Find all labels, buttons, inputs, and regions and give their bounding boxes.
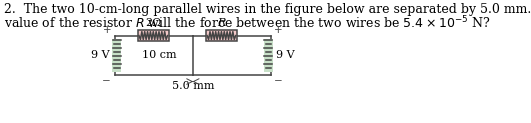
Text: +: + — [102, 25, 111, 35]
Text: 10 cm: 10 cm — [142, 50, 176, 60]
FancyBboxPatch shape — [113, 38, 122, 72]
Text: 2.  The two 10-cm-long parallel wires in the figure below are separated by 5.0 m: 2. The two 10-cm-long parallel wires in … — [4, 3, 531, 16]
Text: −: − — [102, 76, 111, 86]
FancyBboxPatch shape — [138, 30, 169, 41]
Text: 2Ω: 2Ω — [145, 18, 161, 28]
Text: value of the resistor $R$ will the force between the two wires be $5.4 \times 10: value of the resistor $R$ will the force… — [4, 15, 491, 32]
Text: −: − — [274, 76, 282, 86]
Text: R: R — [217, 18, 226, 28]
Text: 9 V: 9 V — [276, 50, 295, 60]
Text: 9 V: 9 V — [90, 50, 109, 60]
FancyBboxPatch shape — [263, 38, 273, 72]
FancyBboxPatch shape — [206, 30, 237, 41]
Text: 5.0 mm: 5.0 mm — [172, 81, 214, 91]
Text: +: + — [274, 25, 282, 35]
